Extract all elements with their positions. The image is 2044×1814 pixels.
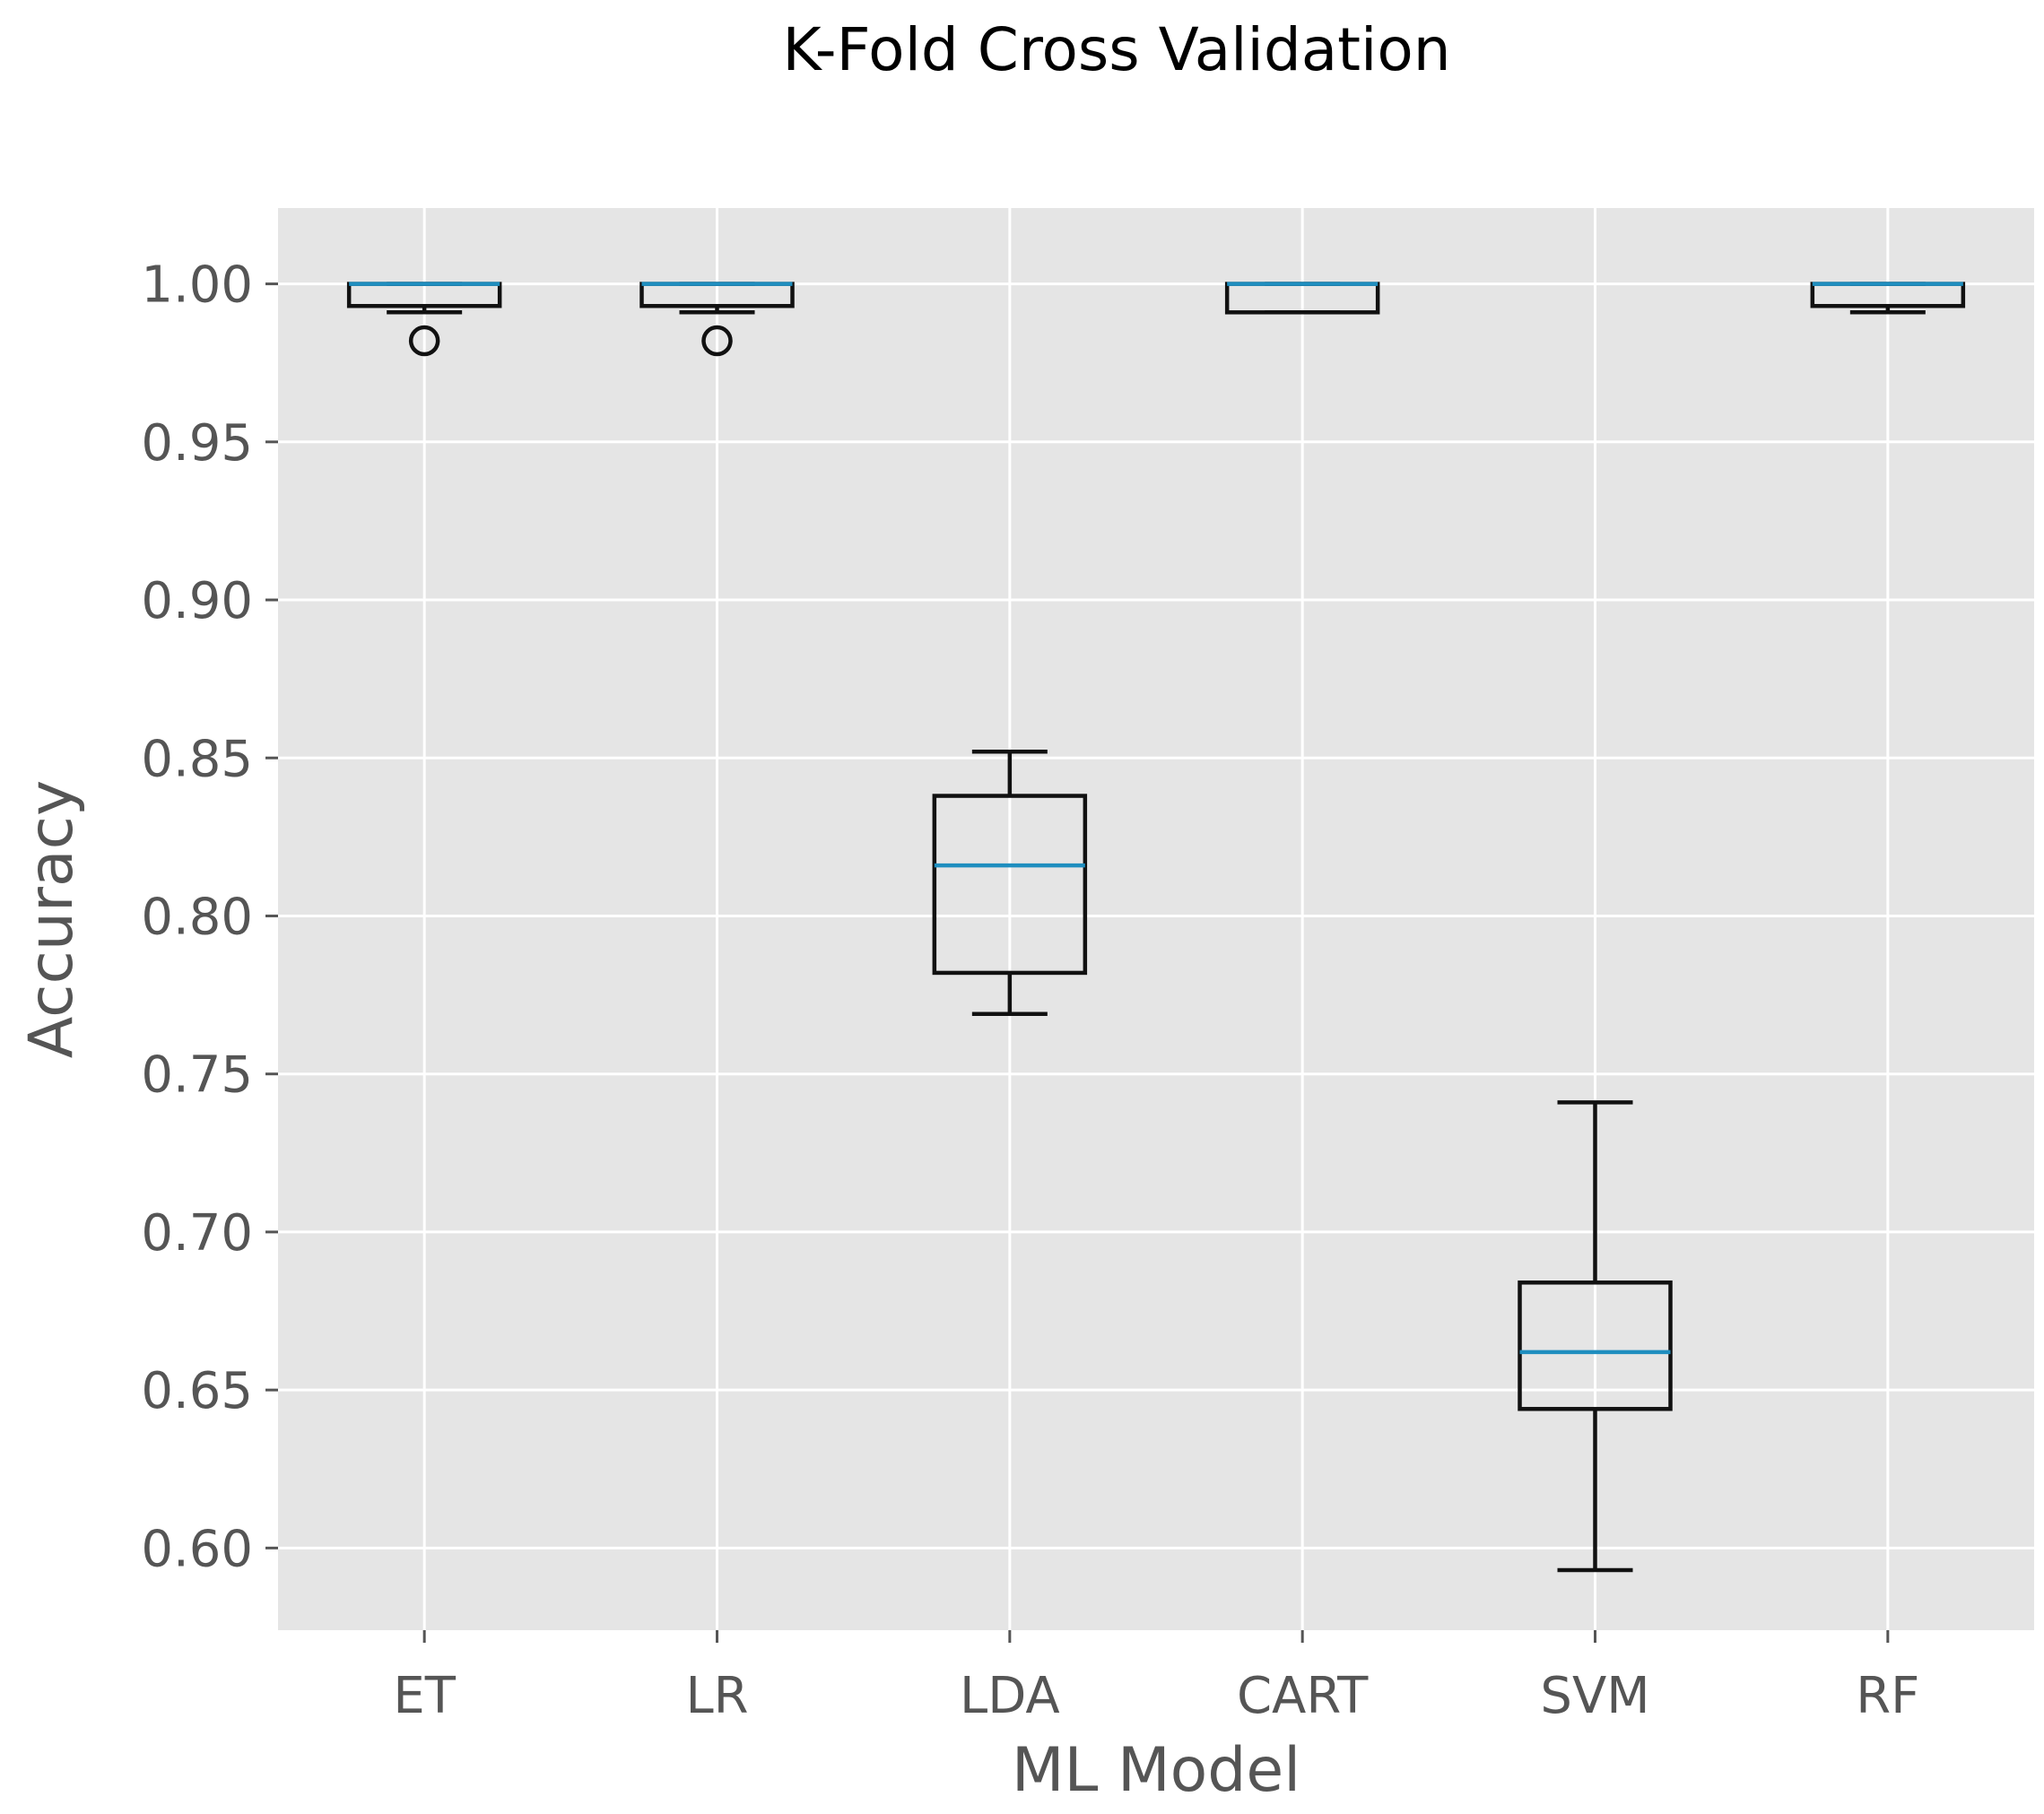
box-lda: [932, 749, 1088, 1016]
x-tick-label: LR: [685, 1667, 748, 1725]
box-cart: [1224, 282, 1380, 315]
outlier-point: [701, 325, 733, 357]
iqr-box: [932, 794, 1088, 976]
x-tick-label: RF: [1856, 1667, 1919, 1725]
x-axis-label: ML Model: [1012, 1735, 1300, 1806]
y-tick-label: 0.80: [141, 888, 253, 946]
box-et: [346, 282, 502, 357]
y-tick-label: 0.90: [141, 572, 253, 630]
y-axis: 0.60 0.65 0.70 0.75 0.80 0.85 0.90 0.95 1.00: [141, 256, 278, 1578]
outlier-point: [408, 325, 440, 357]
box-lr: [639, 282, 795, 357]
y-tick-label: 0.85: [141, 730, 253, 788]
box-rf: [1810, 282, 1966, 315]
chart-title: K-Fold Cross Validation: [782, 15, 1450, 84]
y-tick-label: 0.75: [141, 1046, 253, 1105]
gridlines: [278, 208, 2034, 1630]
boxplot-series: [346, 282, 1966, 1573]
iqr-box: [1518, 1280, 1673, 1411]
x-tick-label: CART: [1237, 1667, 1369, 1725]
y-tick-label: 0.60: [141, 1520, 253, 1578]
y-tick-label: 0.95: [141, 414, 253, 473]
y-tick-label: 0.70: [141, 1204, 253, 1263]
y-axis-label: Accuracy: [16, 780, 87, 1058]
x-tick-label: SVM: [1540, 1667, 1649, 1725]
y-tick-label: 0.65: [141, 1362, 253, 1420]
box-svm: [1518, 1100, 1673, 1573]
x-tick-label: LDA: [960, 1667, 1060, 1725]
y-tick-label: 1.00: [141, 256, 253, 315]
plot-area: [278, 208, 2034, 1630]
x-tick-label: ET: [393, 1667, 456, 1725]
x-axis: ET LR LDA CART SVM RF: [393, 1630, 1919, 1725]
